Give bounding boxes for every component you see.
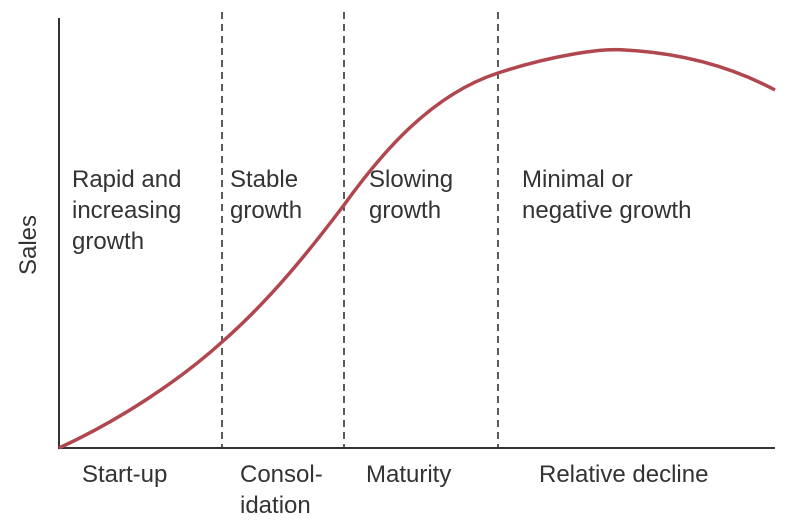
- stage-growth-label-consolidation: Stable growth: [230, 166, 303, 224]
- phase-label-startup: Start-up: [82, 461, 168, 488]
- phase-label-maturity: Maturity: [366, 461, 452, 488]
- stage-growth-label-startup: Rapid and increasing growth: [72, 166, 182, 255]
- stage-growth-label-maturity: Slowing growth: [369, 166, 454, 224]
- stage-growth-label-decline: Minimal or negative growth: [522, 166, 692, 224]
- sales-curve: [58, 47, 776, 450]
- y-axis-label: Sales: [15, 214, 42, 276]
- phase-label-decline: Relative decline: [539, 461, 709, 488]
- phase-label-consolidation: Consol- idation: [240, 461, 323, 519]
